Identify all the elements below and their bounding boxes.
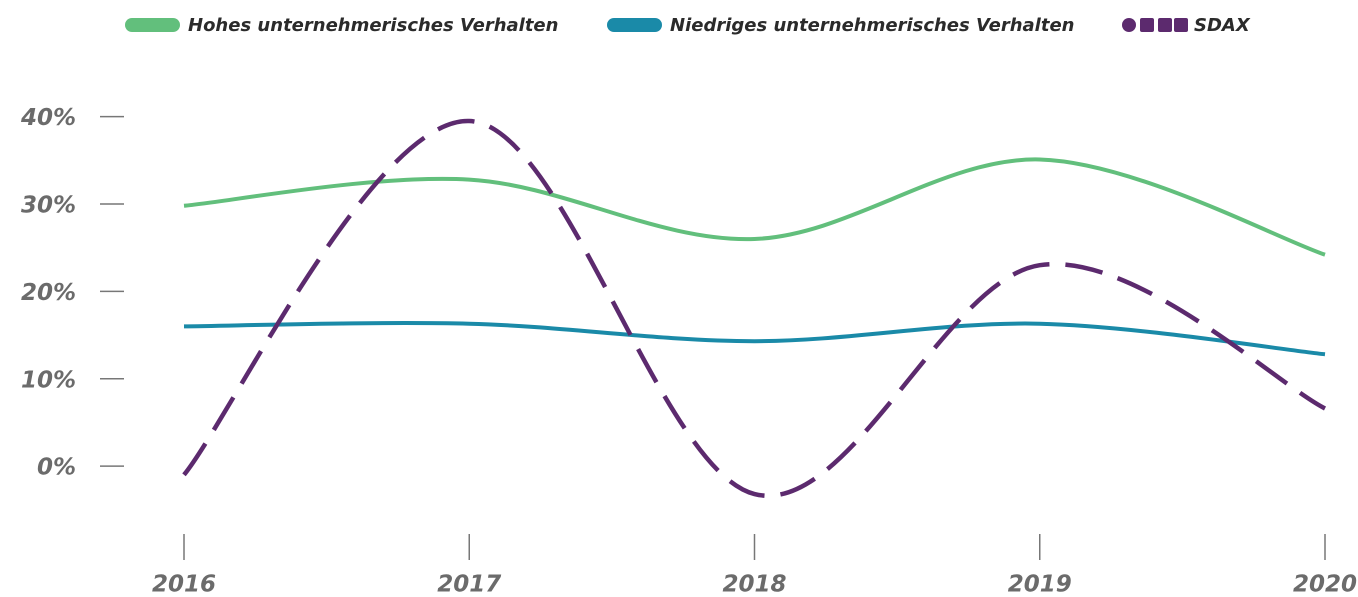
y-tick-label: 0% [37, 455, 76, 481]
x-tick-label: 2018 [722, 572, 786, 597]
y-tick-label: 30% [21, 193, 76, 219]
x-tick-label: 2017 [437, 572, 501, 597]
legend-label: Niedriges unternehmerisches Verhalten [670, 15, 1074, 36]
x-tick-label: 2019 [1008, 572, 1072, 597]
x-tick-label: 2020 [1293, 572, 1357, 597]
series-line [183, 157, 1326, 257]
y-tick-label: 20% [21, 280, 76, 306]
y-tick-label: 40% [20, 105, 76, 131]
legend-label: Hohes unternehmerisches Verhalten [188, 15, 558, 36]
legend-swatch [1122, 18, 1136, 32]
series-line [183, 321, 1326, 357]
series-line [182, 118, 1327, 499]
legend-swatch [1174, 18, 1188, 32]
y-tick-label: 10% [21, 367, 76, 393]
legend-label: SDAX [1194, 15, 1251, 36]
legend-swatch [1158, 18, 1172, 32]
legend-swatch [607, 18, 662, 32]
x-tick-label: 2016 [152, 572, 216, 597]
legend-swatch [125, 18, 180, 32]
legend-swatch [1140, 18, 1154, 32]
